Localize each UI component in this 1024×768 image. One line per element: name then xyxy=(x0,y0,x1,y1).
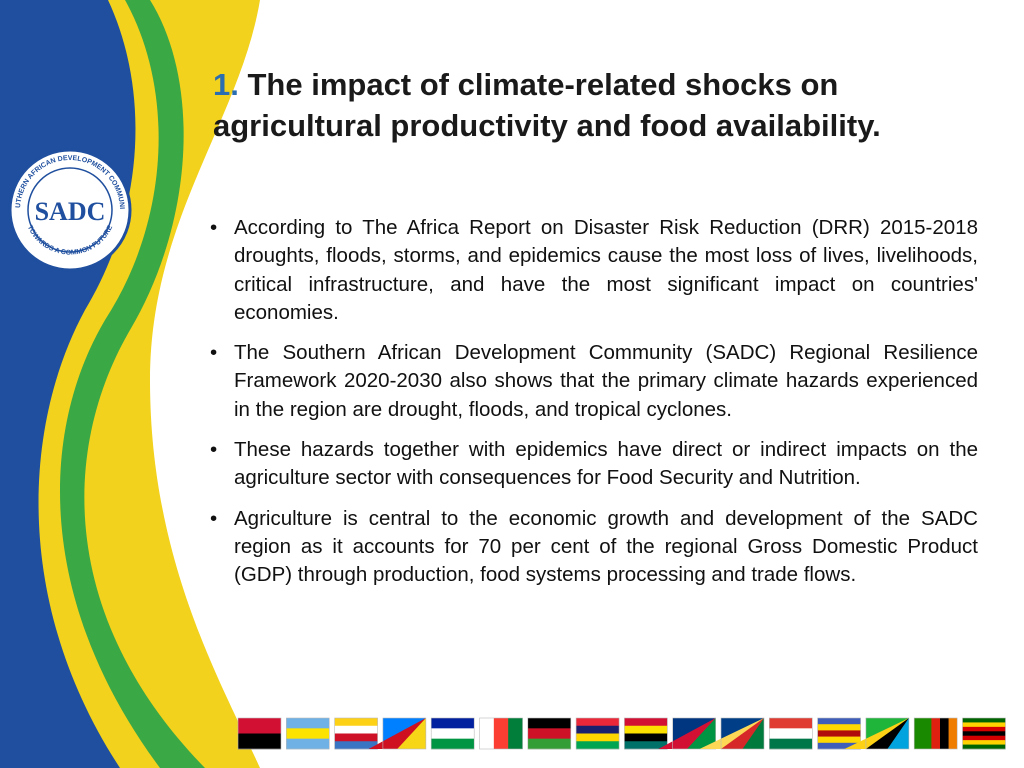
flag-part xyxy=(720,717,765,750)
flag-part xyxy=(527,728,571,739)
flag-part xyxy=(817,730,861,737)
flag-part xyxy=(334,733,378,742)
flag-part xyxy=(962,717,1006,750)
bullet: According to The Africa Report on Disast… xyxy=(210,214,978,327)
flag-part xyxy=(624,717,668,750)
flag-part xyxy=(817,736,861,744)
flag-part xyxy=(382,717,427,750)
flag-part xyxy=(887,718,909,749)
flag-part xyxy=(948,718,958,749)
flag-part xyxy=(334,718,378,727)
flag-part xyxy=(527,717,572,750)
title-number: 1. xyxy=(213,67,239,102)
bullet: Agriculture is central to the economic g… xyxy=(210,505,978,590)
flag-part xyxy=(817,724,861,731)
flag-part xyxy=(431,728,475,739)
flag-part xyxy=(286,738,330,750)
flag-part xyxy=(962,726,1006,732)
title-text: The impact of climate-related shocks on … xyxy=(213,67,881,143)
flag-part xyxy=(397,718,426,749)
flag-part xyxy=(962,735,1006,741)
flag-part xyxy=(493,718,509,749)
flag-part xyxy=(624,733,668,742)
flag-part xyxy=(238,718,281,734)
logo-acronym: SADC xyxy=(35,197,106,226)
flag-part xyxy=(687,718,716,749)
flag-part xyxy=(624,718,668,727)
flag-part xyxy=(962,744,1006,750)
flag-part xyxy=(285,717,330,750)
flag-part xyxy=(624,725,668,734)
flag-part xyxy=(576,725,620,734)
flag-part xyxy=(286,718,330,729)
flag-part xyxy=(479,718,495,749)
decoration: SOUTHERN AFRICAN DEVELOPMENT COMMUNITY T… xyxy=(0,0,260,768)
flag-part xyxy=(479,717,523,750)
slide-title: 1. The impact of climate-related shocks … xyxy=(213,64,933,146)
flag-part xyxy=(237,717,282,750)
flag-part xyxy=(576,733,620,742)
flag-part xyxy=(931,718,941,749)
flag-part xyxy=(576,718,620,727)
flag-part xyxy=(742,718,764,749)
flag-part xyxy=(431,718,475,729)
flag-part xyxy=(962,740,1006,745)
bullet-list: According to The Africa Report on Disast… xyxy=(210,214,978,602)
flag-part xyxy=(940,718,949,749)
flag-part xyxy=(769,738,813,750)
logo-inner-ring xyxy=(27,167,113,253)
flag-part xyxy=(576,741,620,750)
flag-part xyxy=(817,742,861,750)
flag-part xyxy=(914,718,924,749)
flag-part xyxy=(817,717,861,750)
flag-part xyxy=(672,717,717,750)
flag-part xyxy=(527,738,571,750)
flag-part xyxy=(768,717,813,750)
flag-part xyxy=(962,731,1006,737)
flag-part xyxy=(508,718,523,749)
flag-part xyxy=(334,717,378,750)
flag-part xyxy=(334,725,378,734)
flag-part xyxy=(238,733,281,750)
flag-part xyxy=(624,741,668,750)
flag-part xyxy=(922,718,932,749)
flag-part xyxy=(769,728,813,739)
flag-part xyxy=(913,717,958,750)
bullet: These hazards together with epidemics ha… xyxy=(210,436,978,493)
flag-part xyxy=(430,717,475,750)
flag-part xyxy=(865,717,910,750)
flag-part xyxy=(575,717,620,750)
flag-part xyxy=(962,722,1006,728)
flag-part xyxy=(286,728,330,739)
flag-part xyxy=(334,741,378,750)
bullet: The Southern African Development Communi… xyxy=(210,339,978,424)
flag-part xyxy=(431,738,475,750)
flag-part xyxy=(527,718,571,729)
flag-part xyxy=(769,718,813,729)
flag-part xyxy=(962,718,1006,723)
flag-part xyxy=(817,718,861,725)
